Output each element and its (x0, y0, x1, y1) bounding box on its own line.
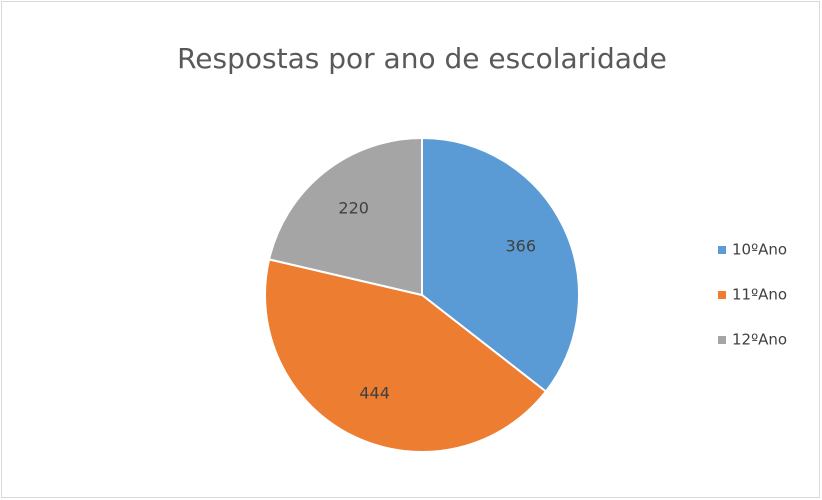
legend-marker (718, 336, 726, 344)
legend-label: 11ºAno (732, 286, 787, 304)
pie-slice (267, 136, 423, 297)
legend-marker (718, 291, 726, 299)
legend-label: 12ºAno (732, 331, 787, 349)
pie-slice (421, 136, 580, 393)
legend-label: 10ºAno (732, 241, 787, 259)
legend-marker (718, 246, 726, 254)
pie-slice (264, 258, 548, 453)
data-label: 366 (505, 236, 536, 255)
data-label: 444 (359, 384, 390, 403)
data-label: 220 (338, 198, 369, 217)
chart-title: Respostas por ano de escolaridade (177, 42, 667, 75)
